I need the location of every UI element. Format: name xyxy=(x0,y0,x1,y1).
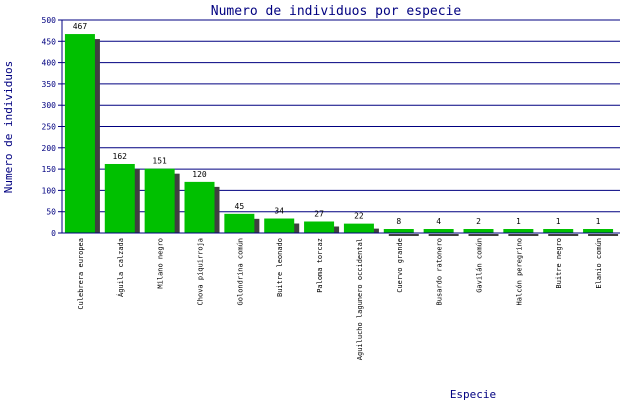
bar xyxy=(264,218,295,233)
value-label: 120 xyxy=(192,170,207,179)
y-tick-label: 350 xyxy=(42,80,57,89)
y-axis-ticks: 0 50 100 150 200 250 300 350 400 450 500 xyxy=(42,16,62,238)
bar xyxy=(463,229,494,233)
x-tick-label: Elanio común xyxy=(595,238,603,289)
chart-title: Numero de individuos por especie xyxy=(211,4,462,19)
value-label: 1 xyxy=(556,217,561,226)
value-label: 467 xyxy=(73,22,88,31)
x-tick-label: Gavilán común xyxy=(476,238,484,293)
bar-shadow xyxy=(428,234,459,236)
x-tick-label: Águila calzada xyxy=(116,238,125,297)
y-axis-label: Numero de individuos xyxy=(2,61,15,193)
y-tick-label: 500 xyxy=(42,16,57,25)
bar xyxy=(503,229,534,233)
x-axis-ticks: Culebrera europea Águila calzada Milano ne… xyxy=(77,238,603,360)
bar xyxy=(144,168,175,233)
bar xyxy=(423,229,454,233)
y-tick-label: 0 xyxy=(51,229,56,238)
x-tick-label: Chova piquirroja xyxy=(197,238,205,305)
bar xyxy=(184,181,215,233)
y-tick-label: 150 xyxy=(42,165,57,174)
x-tick-label: Cuervo grande xyxy=(396,238,404,293)
value-label: 162 xyxy=(113,152,128,161)
x-tick-label: Aguilucho lagunero occidental xyxy=(356,238,364,360)
y-tick-label: 100 xyxy=(42,186,57,195)
x-tick-label: Busardo ratonero xyxy=(436,238,444,305)
bar xyxy=(543,229,574,233)
bar-shadow xyxy=(548,234,579,236)
x-tick-label: Culebrera europea xyxy=(77,238,85,310)
bar-shadow xyxy=(388,234,419,236)
x-tick-label: Halcón peregrino xyxy=(515,238,523,305)
x-tick-label: Milano negro xyxy=(157,238,165,289)
y-tick-label: 50 xyxy=(46,208,56,217)
y-tick-label: 300 xyxy=(42,101,57,110)
value-labels: 467 162 151 120 45 34 27 22 8 4 2 1 1 1 xyxy=(73,22,601,226)
value-label: 45 xyxy=(235,202,245,211)
x-tick-label: Buitre leonado xyxy=(276,238,284,297)
x-tick-label: Paloma torcaz xyxy=(316,238,324,293)
bar-shadow xyxy=(468,234,499,236)
bar xyxy=(343,223,374,233)
value-label: 2 xyxy=(476,217,481,226)
bar xyxy=(224,213,255,233)
bar xyxy=(383,229,414,233)
axes xyxy=(61,20,620,234)
y-tick-label: 450 xyxy=(42,37,57,46)
value-label: 22 xyxy=(354,212,364,221)
bar-shadow xyxy=(588,234,619,236)
value-label: 8 xyxy=(396,217,401,226)
bar-shadow xyxy=(508,234,539,236)
value-label: 1 xyxy=(596,217,601,226)
value-label: 27 xyxy=(314,209,324,218)
y-tick-label: 400 xyxy=(42,59,57,68)
y-tick-label: 200 xyxy=(42,144,57,153)
bar xyxy=(64,34,95,233)
x-tick-label: Buitre negro xyxy=(555,238,563,289)
bar xyxy=(583,229,614,233)
value-label: 4 xyxy=(436,217,441,226)
y-tick-label: 250 xyxy=(42,123,57,132)
x-axis-label: Especie xyxy=(450,388,496,400)
value-label: 151 xyxy=(152,157,167,166)
x-tick-label: Golondrina común xyxy=(236,238,244,305)
bar xyxy=(104,163,135,233)
bars xyxy=(64,34,619,236)
value-label: 1 xyxy=(516,217,521,226)
bar xyxy=(304,221,335,233)
value-label: 34 xyxy=(274,207,284,216)
